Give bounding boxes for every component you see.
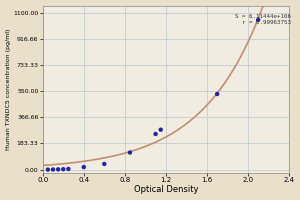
Point — [56, 168, 61, 171]
Point — [102, 162, 107, 166]
Point — [128, 151, 132, 154]
Point — [158, 128, 163, 131]
Point — [66, 167, 71, 171]
Y-axis label: Human TXNDC5 concentration (pg/ml): Human TXNDC5 concentration (pg/ml) — [6, 28, 10, 150]
Point — [256, 18, 261, 21]
X-axis label: Optical Density: Optical Density — [134, 185, 198, 194]
Point — [46, 168, 50, 171]
Point — [81, 165, 86, 169]
Point — [51, 168, 56, 171]
Text: S = 6.11444e+166
r = 0.99963753: S = 6.11444e+166 r = 0.99963753 — [235, 14, 291, 25]
Point — [215, 92, 220, 96]
Point — [61, 168, 66, 171]
Point — [153, 132, 158, 136]
